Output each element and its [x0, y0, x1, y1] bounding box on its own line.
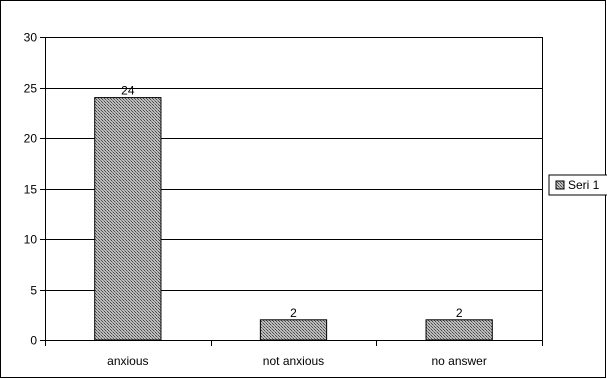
- bar-no-answer: [425, 319, 493, 341]
- x-tick-label: no answer: [431, 354, 486, 368]
- legend: Seri 1: [548, 174, 607, 196]
- legend-box: [548, 174, 607, 196]
- bar-not-anxious: [259, 319, 328, 341]
- bar-anxious: [94, 97, 162, 341]
- y-tick-label: 20: [24, 132, 38, 146]
- y-tick-label: 25: [24, 82, 38, 96]
- axes: [40, 37, 543, 346]
- y-tick-label: 15: [24, 183, 38, 197]
- y-tick-label: 0: [30, 334, 37, 348]
- data-label: 2: [456, 306, 463, 320]
- y-tick-label: 5: [30, 284, 37, 298]
- legend-label-series-1: Seri 1: [568, 178, 600, 192]
- y-tick-label: 30: [24, 31, 38, 45]
- y-tick-label: 10: [24, 233, 38, 247]
- bars: [94, 97, 493, 341]
- x-tick-label: anxious: [107, 354, 148, 368]
- data-label: 2: [290, 306, 297, 320]
- labels: 0 5 10 15 20 25 30 24 anxious 2 not anxious 2 no ans…: [24, 31, 487, 369]
- x-tick-label: not anxious: [263, 354, 324, 368]
- legend-swatch: [555, 180, 565, 190]
- data-label: 24: [121, 84, 135, 98]
